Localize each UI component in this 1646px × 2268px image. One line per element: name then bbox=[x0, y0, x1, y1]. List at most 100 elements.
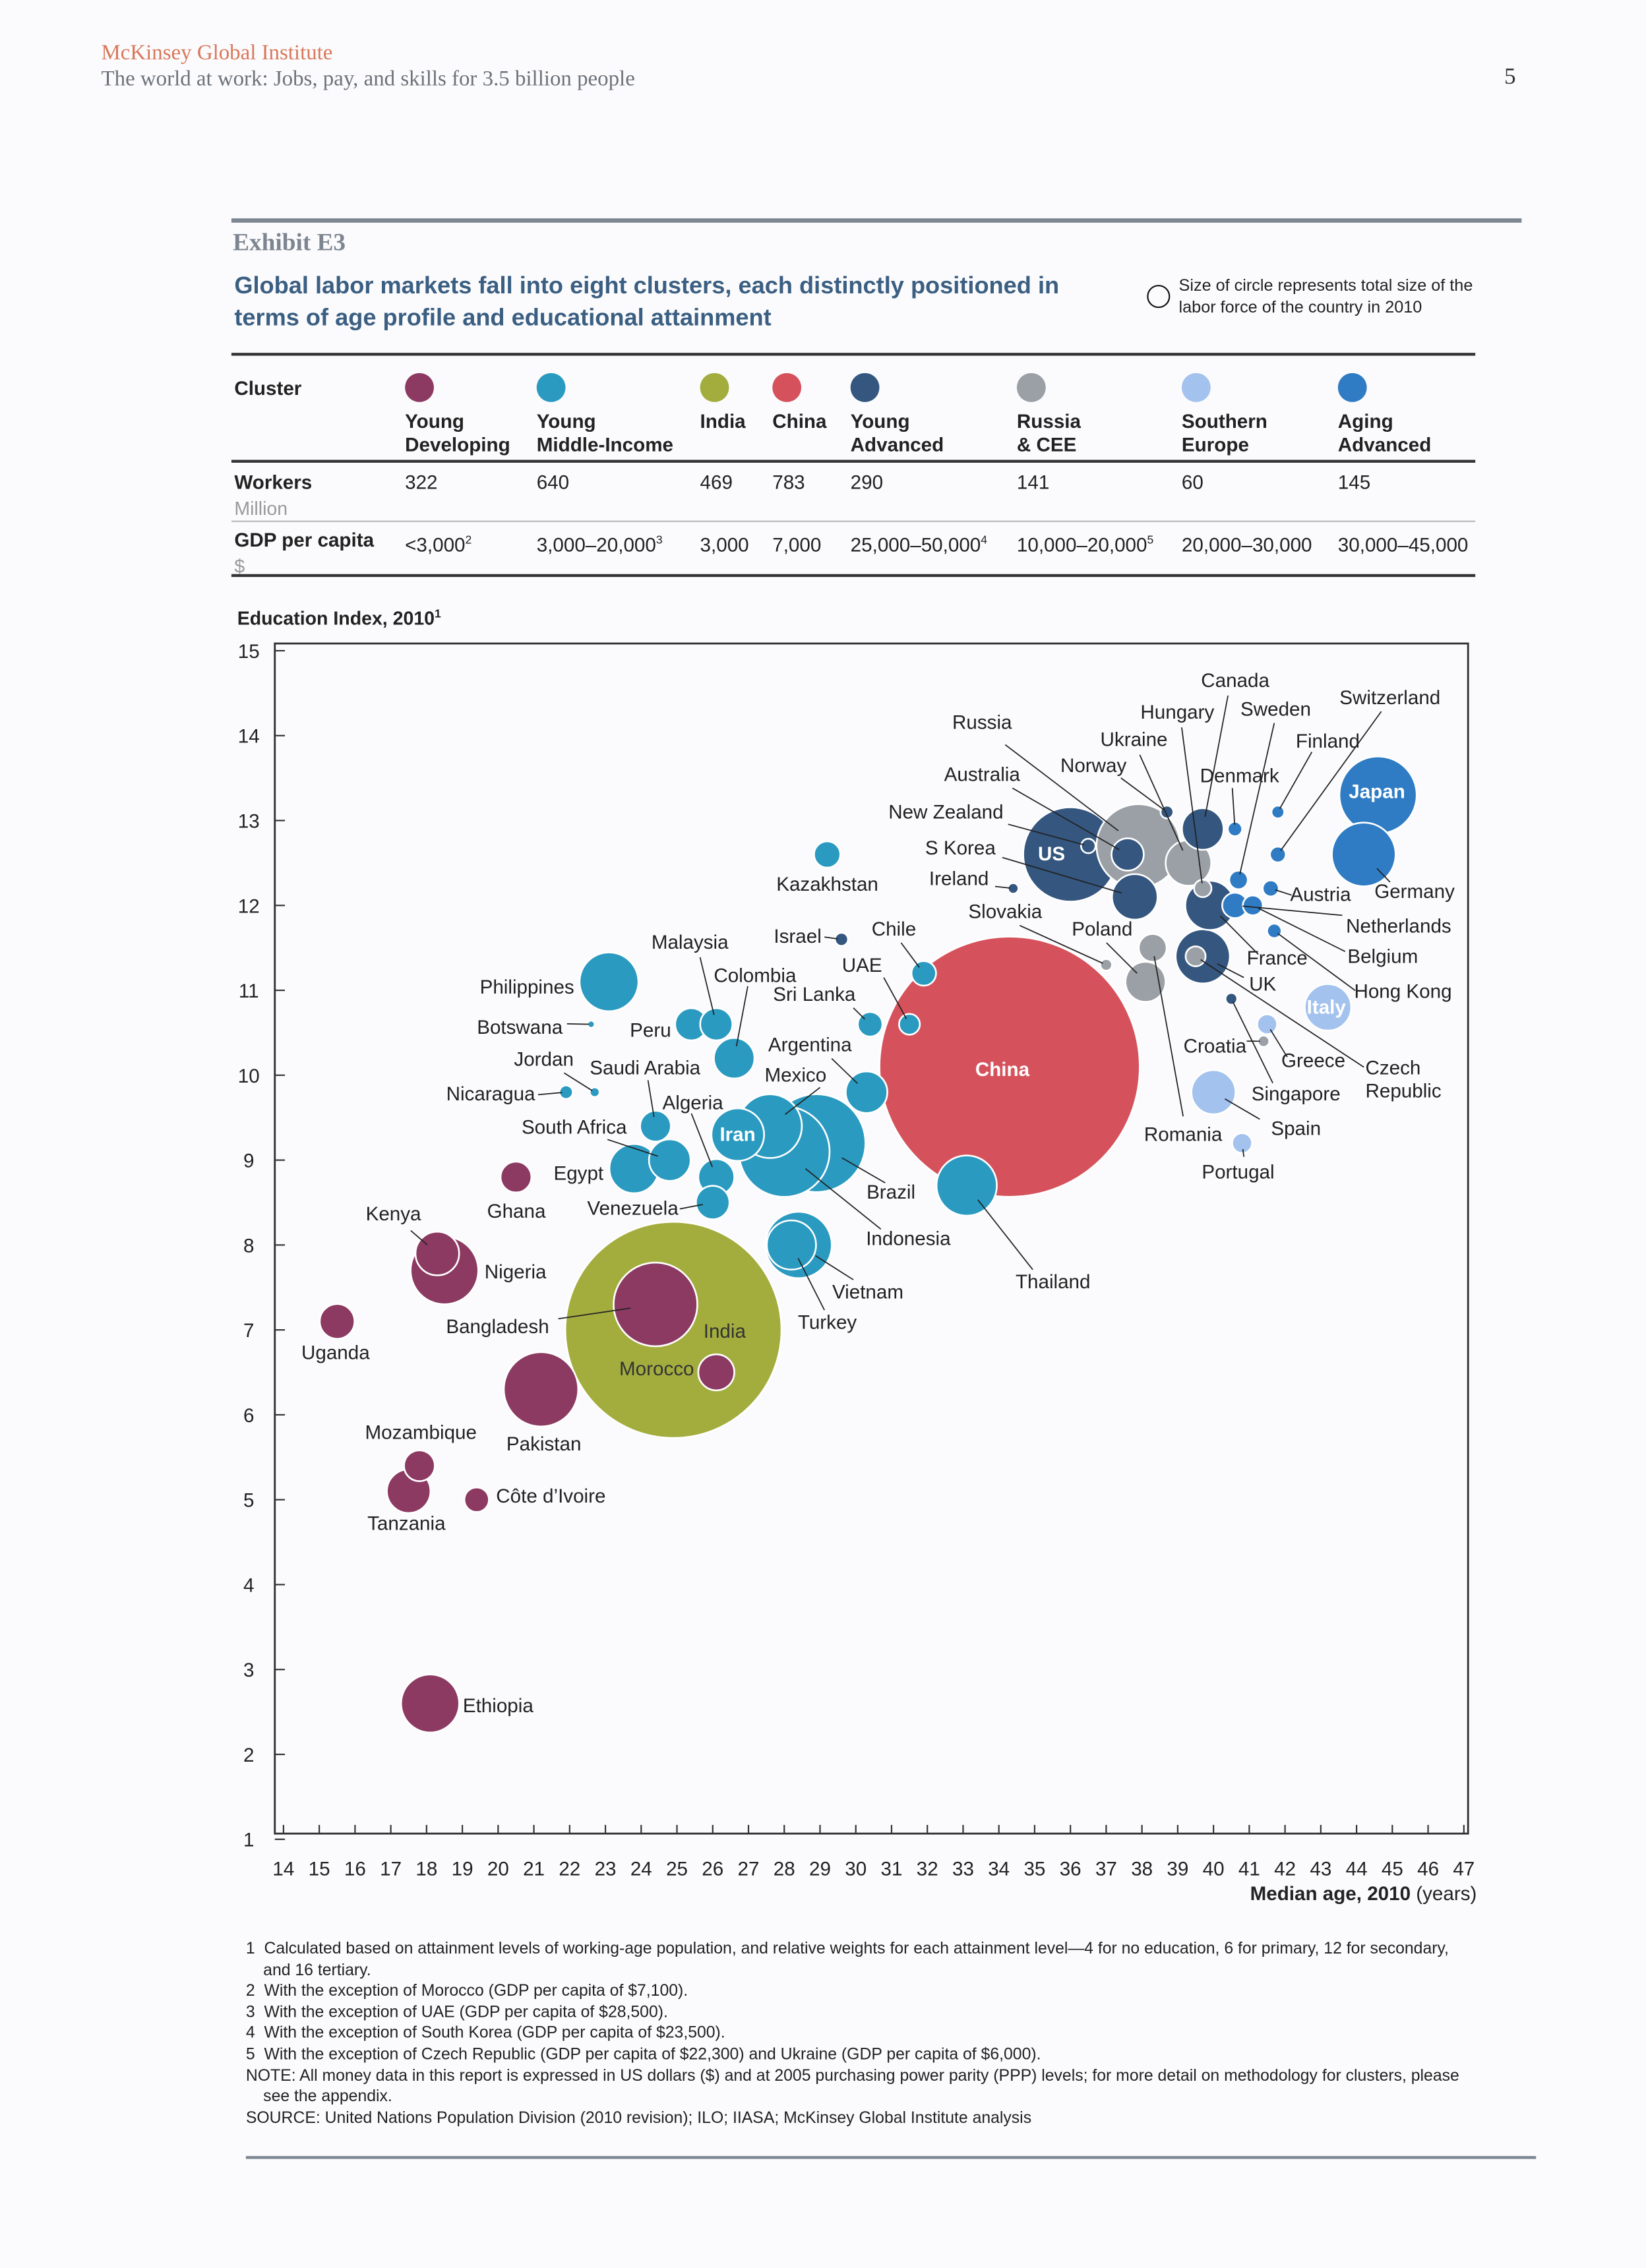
leader-line bbox=[1153, 956, 1184, 1117]
data-label: Sri Lanka bbox=[773, 984, 856, 1005]
data-label: Nigeria bbox=[485, 1261, 547, 1283]
x-tick-label: 38 bbox=[1131, 1859, 1153, 1880]
data-label: Ireland bbox=[929, 868, 989, 889]
data-label: Austria bbox=[1290, 883, 1351, 905]
bubble-colombia bbox=[713, 1037, 756, 1080]
footnote-number: 2 bbox=[245, 1983, 255, 2000]
data-label: South Africa bbox=[522, 1117, 627, 1139]
bubble-china bbox=[878, 936, 1141, 1198]
footnote: 5 With the exception of Czech Republic (… bbox=[246, 2044, 1468, 2066]
bubble-hungary bbox=[1193, 879, 1213, 899]
bubble-sweden bbox=[1228, 870, 1249, 891]
leader-line bbox=[1376, 868, 1391, 883]
data-label: Côte d’Ivoire bbox=[496, 1485, 605, 1507]
data-label: Switzerland bbox=[1339, 687, 1440, 709]
bubble-romania bbox=[1138, 933, 1168, 963]
data-label: Canada bbox=[1201, 670, 1269, 692]
data-label: Morocco bbox=[619, 1358, 694, 1380]
x-tick-label: 14 bbox=[272, 1859, 294, 1880]
gdp-value: 3,000 bbox=[700, 534, 749, 556]
footnote: 1 Calculated based on attainment levels … bbox=[246, 1939, 1468, 1981]
cluster-name-line1: China bbox=[772, 410, 827, 433]
bubble-spain bbox=[1190, 1069, 1236, 1116]
cluster-color-dot bbox=[1337, 373, 1367, 402]
circle-size-icon bbox=[1147, 285, 1171, 309]
y-tick-label: 11 bbox=[239, 980, 259, 1002]
bubble-israel bbox=[834, 932, 849, 947]
data-label: Argentina bbox=[768, 1034, 852, 1056]
bubble-germany bbox=[1331, 821, 1397, 887]
leader-line bbox=[1219, 915, 1259, 955]
cluster-name: China bbox=[772, 411, 826, 434]
leader-line bbox=[1231, 788, 1236, 825]
data-label: Thailand bbox=[1016, 1271, 1091, 1293]
leader-line bbox=[797, 1257, 825, 1311]
footnote: 3 With the exception of UAE (GDP per cap… bbox=[246, 2002, 1468, 2023]
exhibit-label: Exhibit E3 bbox=[233, 228, 346, 256]
x-tick-label: 37 bbox=[1095, 1859, 1117, 1880]
data-label: S Korea bbox=[925, 837, 996, 859]
bubble-austria bbox=[1262, 880, 1280, 898]
cluster-gdp: 7,000 bbox=[772, 529, 821, 558]
bubble-uganda bbox=[319, 1303, 355, 1340]
x-tick-label: 40 bbox=[1203, 1859, 1225, 1880]
cluster-workers: 60 bbox=[1181, 471, 1204, 493]
data-label: Chile bbox=[872, 918, 916, 940]
bubble-c-te-d-ivoire bbox=[463, 1486, 490, 1513]
data-label: Russia bbox=[952, 711, 1012, 733]
leader-line bbox=[1242, 905, 1343, 916]
leader-line bbox=[537, 1092, 563, 1096]
bubble-switzerland bbox=[1269, 845, 1287, 864]
bubble-nicaragua bbox=[558, 1085, 574, 1100]
brand-name: McKinsey Global Institute bbox=[101, 42, 333, 65]
leader-line bbox=[1120, 777, 1165, 810]
bubble-jordan bbox=[589, 1086, 601, 1098]
x-tick-label: 39 bbox=[1167, 1859, 1188, 1880]
cluster-gdp: 3,000–20,0003 bbox=[537, 529, 663, 558]
data-label: Israel bbox=[774, 926, 821, 947]
leader-line bbox=[1279, 752, 1313, 809]
bubble-australia bbox=[1111, 837, 1145, 872]
cluster-color-dot bbox=[1016, 373, 1046, 402]
leader-line bbox=[815, 1255, 854, 1280]
data-label: Botswana bbox=[477, 1017, 563, 1038]
data-label: Indonesia bbox=[866, 1228, 951, 1249]
bubble-kazakhstan bbox=[813, 840, 841, 869]
gdp-value: 10,000–20,000 bbox=[1016, 534, 1147, 556]
data-label: Czech Republic bbox=[1365, 1057, 1442, 1102]
x-tick-label: 33 bbox=[952, 1859, 974, 1880]
leader-line bbox=[647, 1080, 655, 1118]
data-label: New Zealand bbox=[888, 801, 1003, 823]
leader-line bbox=[1139, 754, 1184, 851]
data-label: Romania bbox=[1144, 1124, 1223, 1146]
x-tick-label: 17 bbox=[380, 1859, 402, 1880]
data-label: Venezuela bbox=[587, 1197, 679, 1219]
footnote-number: 4 bbox=[245, 2025, 255, 2043]
x-tick-label: 23 bbox=[595, 1859, 617, 1880]
cluster-gdp: 25,000–50,0004 bbox=[851, 529, 987, 558]
data-label: Egypt bbox=[553, 1163, 603, 1185]
table-bottom-rule bbox=[231, 574, 1476, 577]
leader-line bbox=[883, 977, 907, 1019]
data-label: Portugal bbox=[1202, 1162, 1274, 1183]
cluster-gdp: 30,000–45,000 bbox=[1338, 529, 1469, 558]
bubble-italy bbox=[1304, 983, 1353, 1032]
data-label: Mexico bbox=[764, 1065, 826, 1087]
cluster-workers: 783 bbox=[772, 471, 805, 493]
x-tick-label: 36 bbox=[1060, 1859, 1082, 1880]
bubble-new-zealand bbox=[1080, 837, 1097, 854]
y-tick-label: 10 bbox=[238, 1065, 260, 1087]
bubble-singapore bbox=[1225, 992, 1238, 1006]
leader-line bbox=[1275, 889, 1292, 896]
data-label: Ukraine bbox=[1101, 729, 1168, 751]
leader-line bbox=[690, 1113, 714, 1168]
data-label: Pakistan bbox=[506, 1433, 582, 1455]
gdp-value: 7,000 bbox=[772, 534, 822, 556]
data-label: Japan bbox=[1349, 781, 1405, 803]
bubble-slovakia bbox=[1099, 958, 1113, 972]
leader-line bbox=[841, 1157, 886, 1183]
note-text: NOTE: All money data in this report is e… bbox=[245, 2067, 1459, 2106]
footer-rule bbox=[245, 2156, 1537, 2159]
x-tick-label: 27 bbox=[738, 1859, 760, 1880]
